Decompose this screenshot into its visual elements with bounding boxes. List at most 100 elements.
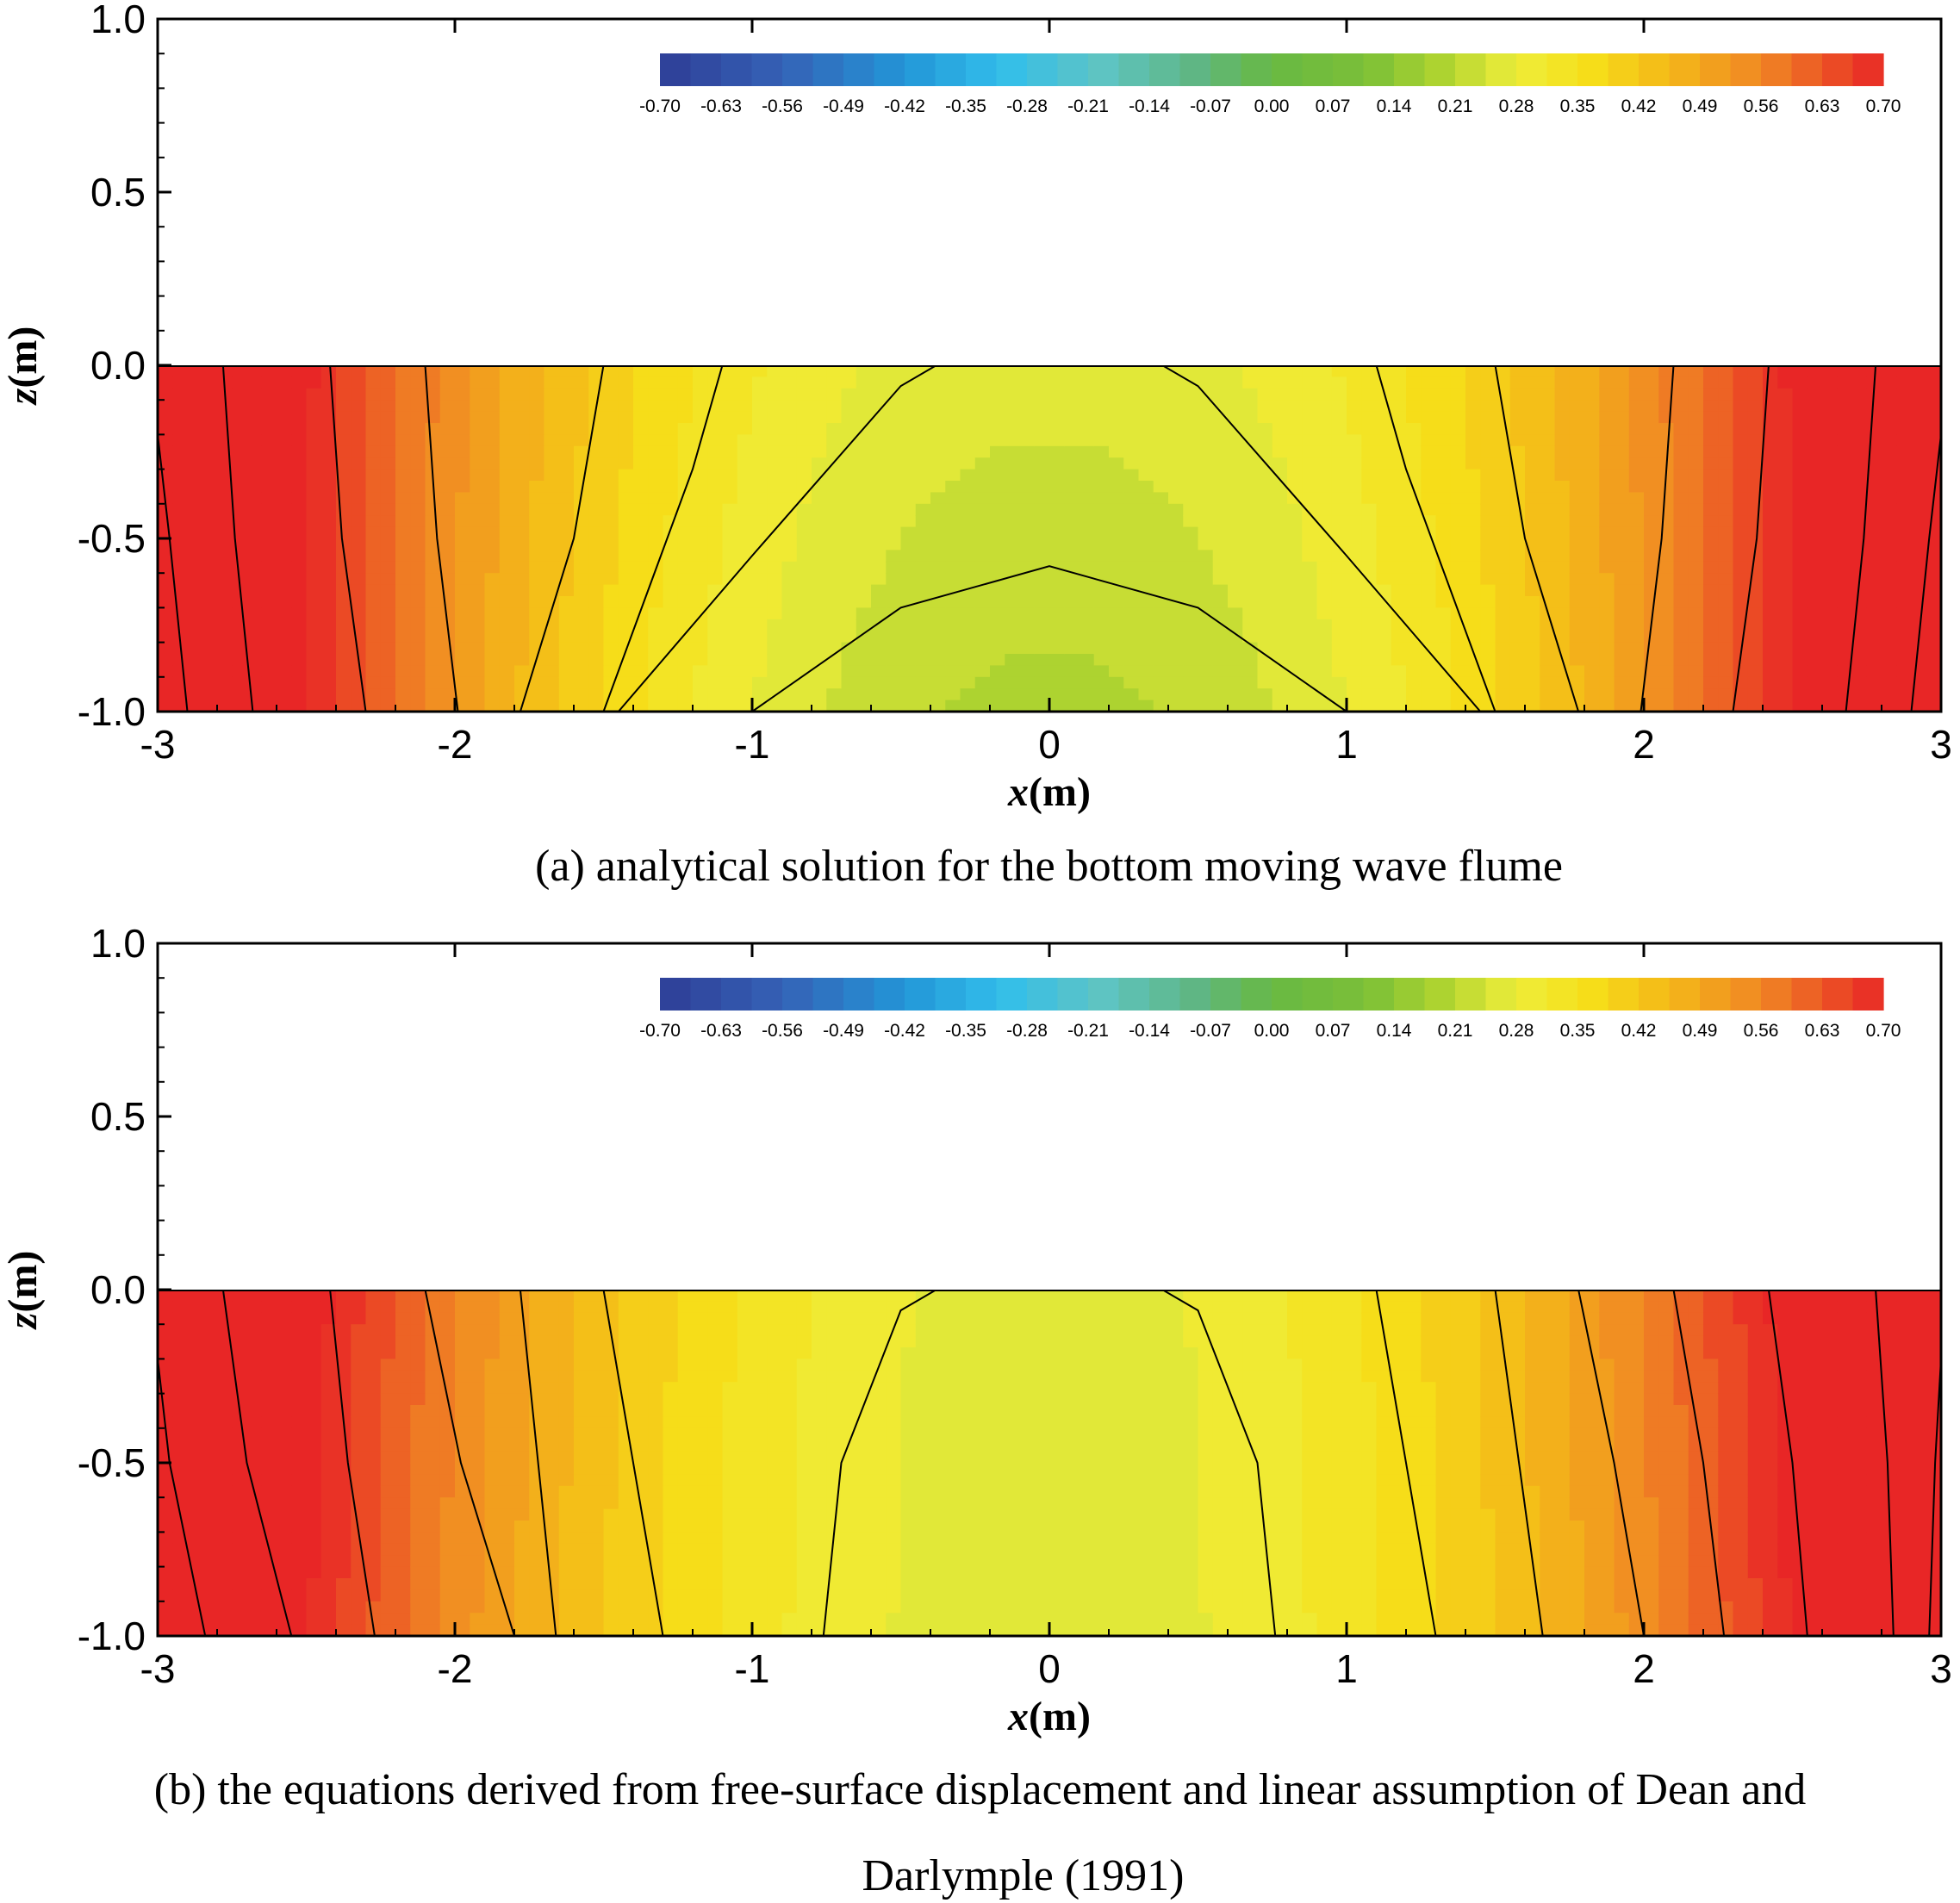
contour-cell (410, 400, 426, 413)
contour-cell (588, 1393, 605, 1406)
contour-cell (172, 1521, 189, 1533)
contour-cell (588, 676, 605, 689)
contour-cell (1509, 676, 1526, 689)
contour-cell (202, 503, 218, 516)
contour-cell (856, 654, 872, 667)
contour-cell (1540, 365, 1556, 378)
contour-cell (1138, 481, 1154, 494)
contour-cell (336, 515, 352, 528)
contour-cell (336, 388, 352, 401)
contour-cell (841, 492, 857, 505)
contour-cell (841, 550, 857, 563)
contour-cell (1019, 492, 1036, 505)
contour-cell (945, 538, 961, 551)
contour-cell (306, 1613, 322, 1626)
contour-cell (648, 1290, 664, 1303)
contour-cell (826, 676, 843, 689)
contour-cell (693, 1485, 709, 1498)
contour-cell (499, 1359, 515, 1371)
contour-cell (693, 688, 709, 701)
contour-cell (663, 492, 679, 505)
contour-cell (574, 1370, 590, 1383)
contour-cell (1302, 573, 1318, 586)
contour-cell (767, 676, 783, 689)
contour-cell (1837, 388, 1853, 401)
contour-cell (425, 1508, 441, 1521)
contour-cell (261, 492, 277, 505)
contour-cell (603, 457, 619, 470)
contour-cell (439, 457, 456, 470)
contour-cell (693, 1440, 709, 1452)
contour-cell (1198, 700, 1214, 712)
contour-cell (767, 573, 783, 586)
contour-cell (499, 445, 515, 458)
contour-line (618, 365, 937, 712)
contour-cell (544, 1393, 560, 1406)
contour-cell (484, 676, 501, 689)
contour-cell (1242, 526, 1259, 539)
contour-cell (439, 1555, 456, 1568)
contour-cell (558, 1416, 575, 1429)
contour-line (751, 565, 1347, 712)
contour-cell (648, 457, 664, 470)
contour-cell (1882, 550, 1898, 563)
contour-cell (1212, 492, 1229, 505)
contour-cell (1168, 503, 1185, 516)
contour-cell (1331, 481, 1347, 494)
contour-cell (1673, 676, 1689, 689)
contour-cell (1777, 400, 1794, 413)
contour-cell (1614, 573, 1630, 586)
contour-cell (1391, 573, 1407, 586)
contour-cell (618, 665, 634, 678)
contour-cell (172, 1405, 189, 1418)
contour-cell (1005, 665, 1021, 678)
contour-cell (470, 1589, 486, 1602)
contour-cell (1584, 654, 1601, 667)
contour-cell (558, 642, 575, 655)
colorbar-tick-label: 0.49 (1683, 96, 1718, 116)
contour-cell (1554, 400, 1571, 413)
contour-cell (707, 1463, 724, 1476)
contour-cell (1807, 400, 1823, 413)
contour-cell (455, 423, 471, 436)
contour-cell (1123, 526, 1140, 539)
contour-cell (351, 1624, 367, 1636)
contour-cell (439, 561, 456, 574)
contour-cell (277, 515, 293, 528)
contour-cell (172, 365, 189, 378)
contour-cell (633, 423, 650, 436)
contour-cell (1807, 503, 1823, 516)
contour-cell (752, 688, 768, 701)
contour-cell (544, 700, 560, 712)
contour-cell (320, 607, 337, 620)
contour-cell (796, 631, 812, 644)
contour-cell (291, 1463, 308, 1476)
contour-cell (1896, 423, 1913, 436)
contour-cell (633, 550, 650, 563)
contour-cell (1138, 665, 1154, 678)
contour-cell (158, 1532, 174, 1545)
contour-cell (781, 457, 798, 470)
contour-cell (633, 515, 650, 528)
contour-cell (484, 607, 501, 620)
contour-cell (1287, 676, 1304, 689)
contour-cell (558, 1474, 575, 1487)
contour-cell (395, 654, 412, 667)
contour-cell (707, 1290, 724, 1303)
contour-cell (232, 434, 248, 447)
contour-cell (1421, 481, 1437, 494)
contour-cell (1287, 469, 1304, 482)
contour-cell (1272, 676, 1288, 689)
contour-cell (529, 1382, 545, 1395)
contour-cell (1807, 573, 1823, 586)
contour-cell (246, 526, 263, 539)
contour-cell (707, 1485, 724, 1498)
contour-cell (737, 492, 753, 505)
contour-cell (291, 1555, 308, 1568)
contour-cell (1540, 481, 1556, 494)
contour-cell (1807, 561, 1823, 574)
contour-cell (351, 434, 367, 447)
contour-cell (1509, 411, 1526, 424)
contour-cell (945, 561, 961, 574)
contour-cell (1183, 700, 1199, 712)
